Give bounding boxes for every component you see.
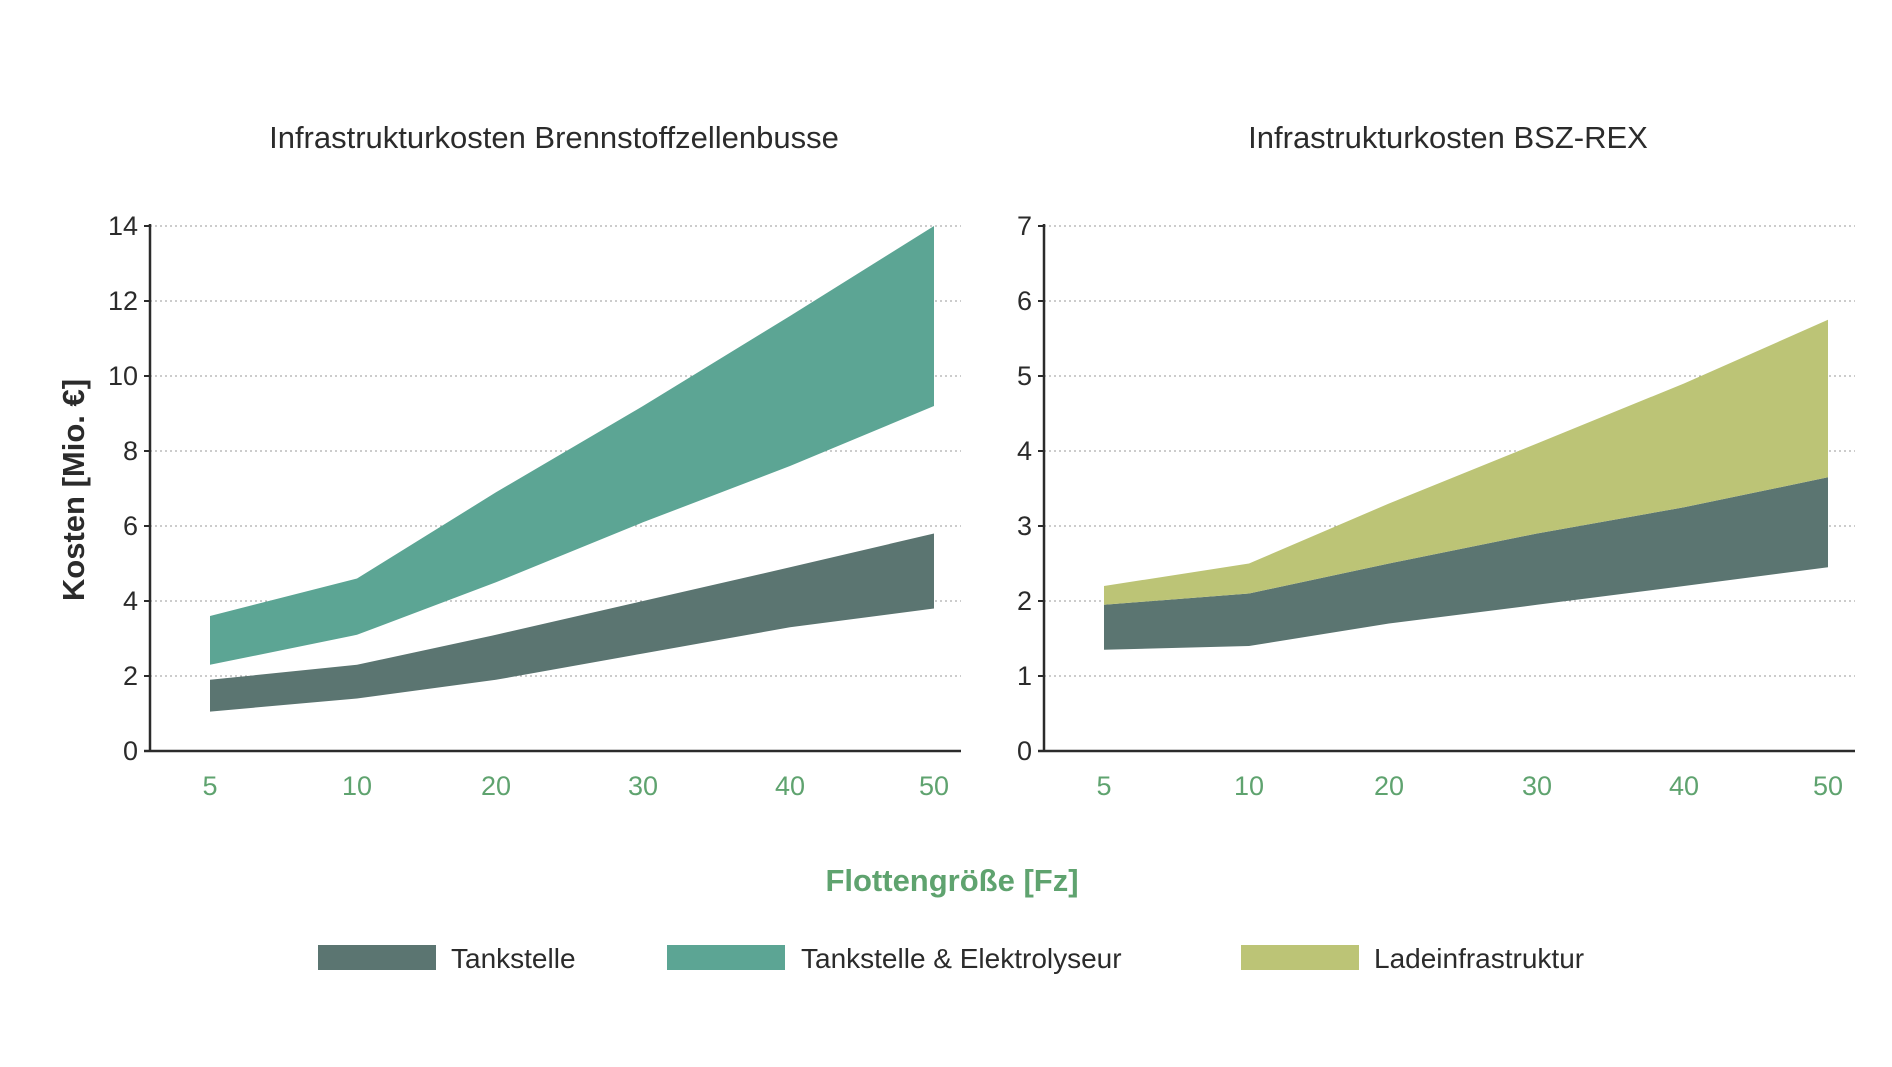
left-chart-panel: Infrastrukturkosten Brennstoffzellenbuss… bbox=[108, 120, 961, 801]
right-y-tick-label: 3 bbox=[1017, 511, 1032, 541]
right-y-tick-label: 5 bbox=[1017, 361, 1032, 391]
left-x-tick-label: 10 bbox=[342, 771, 372, 801]
legend: Tankstelle Tankstelle & Elektrolyseur La… bbox=[318, 943, 1584, 974]
left-y-tick-label: 10 bbox=[108, 361, 138, 391]
legend-label-tankstelle-elektrolyseur: Tankstelle & Elektrolyseur bbox=[801, 943, 1122, 974]
left-area-tankstelle bbox=[210, 533, 934, 712]
right-x-tick-label: 30 bbox=[1522, 771, 1552, 801]
left-x-tick-label: 50 bbox=[919, 771, 949, 801]
right-x-tick-label: 50 bbox=[1813, 771, 1843, 801]
right-y-tick-label: 0 bbox=[1017, 736, 1032, 766]
left-chart-title: Infrastrukturkosten Brennstoffzellenbuss… bbox=[269, 120, 839, 155]
x-axis-label: Flottengröße [Fz] bbox=[825, 863, 1078, 898]
left-y-tick-label: 8 bbox=[123, 436, 138, 466]
left-y-tick-label: 0 bbox=[123, 736, 138, 766]
right-y-tick-label: 7 bbox=[1017, 211, 1032, 241]
right-chart-title: Infrastrukturkosten BSZ-REX bbox=[1248, 120, 1648, 155]
legend-label-tankstelle: Tankstelle bbox=[451, 943, 576, 974]
left-area-tankstelle-elektrolyseur bbox=[210, 226, 934, 665]
legend-swatch-tankstelle-elektrolyseur bbox=[667, 945, 785, 970]
right-area-ladeinfrastruktur bbox=[1104, 319, 1828, 605]
right-x-tick-label: 10 bbox=[1234, 771, 1264, 801]
legend-swatch-ladeinfrastruktur bbox=[1241, 945, 1359, 970]
left-y-tick-label: 12 bbox=[108, 286, 138, 316]
left-x-tick-label: 20 bbox=[481, 771, 511, 801]
right-area-tankstelle bbox=[1104, 477, 1828, 650]
left-y-tick-label: 2 bbox=[123, 661, 138, 691]
left-y-tick-label: 6 bbox=[123, 511, 138, 541]
left-x-tick-label: 30 bbox=[628, 771, 658, 801]
right-y-tick-label: 1 bbox=[1017, 661, 1032, 691]
right-x-tick-label: 5 bbox=[1096, 771, 1111, 801]
left-y-tick-label: 4 bbox=[123, 586, 138, 616]
right-y-tick-label: 2 bbox=[1017, 586, 1032, 616]
y-axis-label: Kosten [Mio. €] bbox=[56, 379, 91, 601]
legend-swatch-tankstelle bbox=[318, 945, 436, 970]
right-x-tick-label: 20 bbox=[1374, 771, 1404, 801]
left-x-tick-label: 40 bbox=[775, 771, 805, 801]
left-x-tick-label: 5 bbox=[202, 771, 217, 801]
right-x-tick-label: 40 bbox=[1669, 771, 1699, 801]
right-y-tick-label: 4 bbox=[1017, 436, 1032, 466]
legend-label-ladeinfrastruktur: Ladeinfrastruktur bbox=[1374, 943, 1584, 974]
right-chart-panel: Infrastrukturkosten BSZ-REX 0 1 2 3 4 5 6 7 5 10 2… bbox=[1017, 120, 1855, 801]
right-y-tick-label: 6 bbox=[1017, 286, 1032, 316]
left-y-tick-label: 14 bbox=[108, 211, 138, 241]
